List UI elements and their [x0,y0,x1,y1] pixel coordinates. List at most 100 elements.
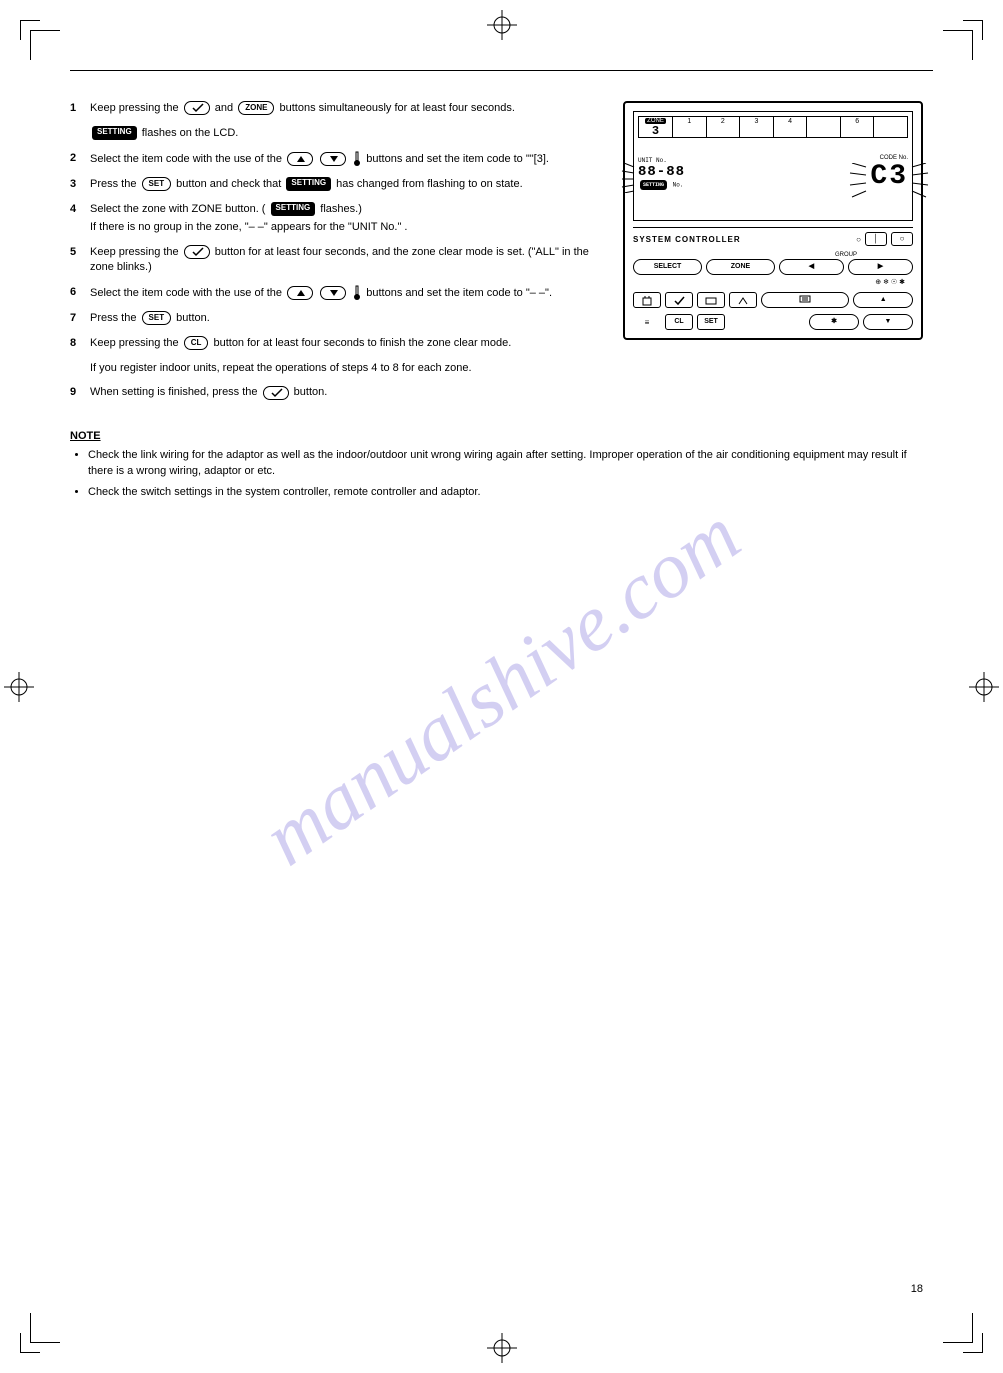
step-1a-text: flashes on the LCD. [142,127,239,139]
down-button-icon [320,152,346,166]
page-content: 1 Keep pressing the and ZONE buttons sim… [70,70,933,1303]
on-button: │ [865,232,887,246]
registration-mark-right [969,672,999,702]
step-2-tail: . [546,153,549,165]
temp-up-button: ▲ [853,292,913,308]
step-4-text-b: flashes.) [320,203,362,215]
step-9-number: 9 [70,385,90,400]
set-button-icon-2: SET [142,311,172,325]
zone-row: ZONE 3 1 2 3 4 6 [638,116,908,138]
registration-mark-left [4,672,34,702]
page-number: 18 [911,1283,923,1295]
system-bar: SYSTEM CONTROLLER ○ │ ○ [633,227,913,246]
setting-badge-icon-3: SETTING [271,202,316,216]
step-3-number: 3 [70,177,90,192]
note-list: Check the link wiring for the adaptor as… [88,448,933,500]
step-8-number: 8 [70,336,90,351]
menu-icon: ≡ [633,318,661,327]
setting-badge-icon-2: SETTING [286,177,331,191]
step-6-number: 6 [70,285,90,301]
thermometer-icon [353,151,361,167]
off-button: ○ [891,232,913,246]
set-fn-button: SET [697,314,725,330]
step-5-text-a: Keep pressing the [90,246,182,258]
step-6-text-a: Select the item code with the use of the [90,287,285,299]
step-9-text-a: When setting is finished, press the [90,386,261,398]
check-button-icon [184,101,210,115]
step-4-text-a: Select the zone with ZONE button. ( [90,203,265,215]
instruction-column: 1 Keep pressing the and ZONE buttons sim… [70,101,603,410]
step-9-text-b: button. [294,386,328,398]
step-1-number: 1 [70,101,90,116]
step-7-number: 7 [70,311,90,326]
step-8-text-b: button for at least four seconds to fini… [213,337,511,349]
step-2-number: 2 [70,151,90,167]
setting-badge-icon: SETTING [92,126,137,140]
step-8-text-a: Keep pressing the [90,337,182,349]
zone-number: 3 [652,124,659,138]
step-7-text-a: Press the [90,312,140,324]
vent-button [697,292,725,308]
registration-mark-bottom [487,1333,517,1363]
note-heading: NOTE [70,430,933,442]
thermometer-icon-2 [353,285,361,301]
step-7-text-b: button. [176,312,210,324]
note-2: Check the switch settings in the system … [88,485,933,500]
mode-icons-row: ⊕ ❄ ☉ ✱ [633,278,913,286]
step-4-note: If there is no group in the zone, "– –" … [90,220,603,235]
zone-cell-3: 3 [740,117,774,137]
up-button-icon [287,152,313,166]
cl-fn-button: CL [665,314,693,330]
figure-column: ZONE 3 1 2 3 4 6 UNIT N [623,101,933,410]
controller-figure: ZONE 3 1 2 3 4 6 UNIT N [623,101,923,340]
step-2-code: [3] [534,153,546,165]
flap-button [729,292,757,308]
check-button-icon-3 [263,386,289,400]
step-1-text-b: and [215,102,236,114]
step-6-text-b: buttons and set the item code to "– –". [366,287,552,299]
up-button-icon-2 [287,286,313,300]
zone-cell-4: 4 [774,117,808,137]
note-1: Check the link wiring for the adaptor as… [88,448,933,479]
group-left-button: ◀ [779,259,844,275]
check-fn-button [665,292,693,308]
step-3-text-a: Press the [90,178,140,190]
fan-button: ✱ [809,314,859,330]
controller-screen: ZONE 3 1 2 3 4 6 UNIT N [633,111,913,221]
top-rule [70,70,933,71]
step-2-text-a: Select the item code with the use of the [90,153,285,165]
system-label: SYSTEM CONTROLLER [633,235,741,244]
code-value: C3 [870,161,908,192]
timer-button [633,292,661,308]
registration-mark-top [487,10,517,40]
no-label: No. [673,181,684,188]
group-label: GROUP [835,252,857,258]
check-button-icon-2 [184,245,210,259]
step-8a-text: If you register indoor units, repeat the… [90,361,603,376]
step-1-text-c: buttons simultaneously for at least four… [280,102,515,114]
step-5-number: 5 [70,245,90,275]
cl-button-icon: CL [184,336,209,350]
zone-cell-6: 6 [841,117,875,137]
group-right-button: ▶ [848,259,913,275]
zone-cell-7 [874,117,907,137]
temp-down-button: ▼ [863,314,913,330]
zone-button: ZONE [706,259,775,275]
step-2-text-b: buttons and set the item code to "" [366,153,533,165]
led-icon: ○ [856,235,861,244]
setting-badge-screen: SETTING [640,180,667,190]
select-button: SELECT [633,259,702,275]
zone-button-icon: ZONE [238,101,274,115]
unit-value: 88-88 [638,164,685,180]
step-3-tail: has changed from flashing to on state. [336,178,523,190]
step-4-number: 4 [70,202,90,236]
zone-cell-5 [807,117,841,137]
step-3-text-b: button and check that [176,178,284,190]
down-button-icon-2 [320,286,346,300]
step-1-text-a: Keep pressing the [90,102,182,114]
zone-cell-2: 2 [707,117,741,137]
zone-cell-1: 1 [673,117,707,137]
unit-label: UNIT No. [638,157,685,164]
set-button-icon: SET [142,177,172,191]
mode-button [761,292,849,308]
